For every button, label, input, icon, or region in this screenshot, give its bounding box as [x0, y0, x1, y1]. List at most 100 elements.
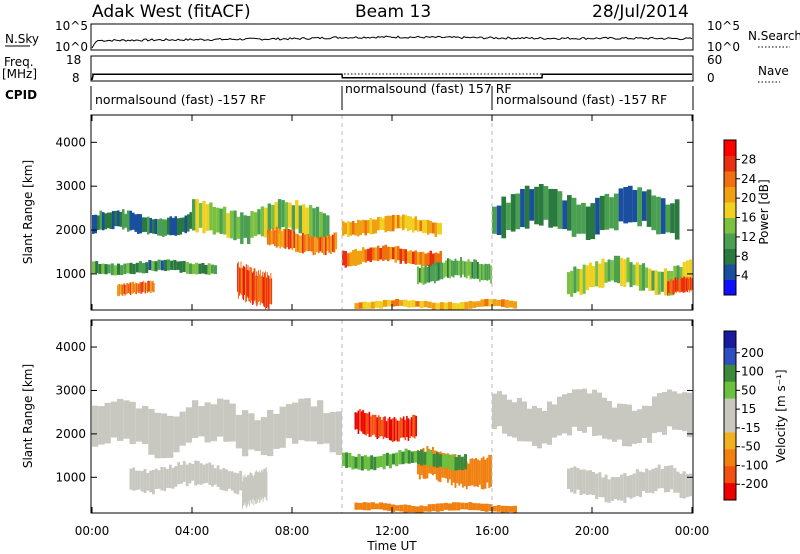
data-cell [537, 408, 542, 449]
data-cell [130, 282, 132, 295]
data-cell [437, 262, 440, 281]
data-cell [142, 281, 144, 292]
data-cell [460, 502, 465, 510]
data-cell [411, 506, 416, 513]
data-cell [482, 264, 485, 281]
data-cell [298, 398, 305, 441]
data-cell [348, 452, 352, 468]
data-cell [331, 234, 334, 252]
data-cell [351, 456, 355, 470]
data-cell [601, 258, 605, 288]
data-cell [680, 276, 682, 293]
data-cell [128, 284, 130, 293]
data-cell [395, 298, 400, 307]
data-cell [140, 282, 142, 294]
data-cell [410, 417, 413, 437]
data-cell [527, 408, 532, 442]
data-cell [480, 299, 485, 307]
data-cell [582, 469, 586, 494]
cpid-segment-2: normalsound (fast) 157 RF [345, 81, 512, 96]
colorbar-tick-label: 24 [741, 172, 756, 186]
data-cell [185, 464, 189, 487]
data-cell [592, 472, 596, 495]
data-cell [157, 219, 160, 236]
data-cell [456, 260, 459, 276]
data-cell [170, 260, 174, 270]
data-cell [362, 247, 365, 262]
data-cell [177, 218, 180, 236]
data-cell [291, 229, 294, 251]
data-cell [212, 207, 216, 235]
data-cell [674, 277, 676, 293]
date-title: 28/Jul/2014 [592, 2, 689, 22]
data-cell [422, 267, 425, 285]
colorbar-tick-label: 16 [741, 211, 756, 225]
data-cell [163, 467, 167, 492]
data-cell [567, 468, 571, 489]
data-cell [488, 299, 493, 307]
freq-series [91, 73, 692, 81]
cpid-label: CPID [5, 88, 37, 102]
data-cell [522, 401, 527, 442]
data-cell [463, 261, 466, 278]
data-cell [648, 470, 652, 493]
data-cell [129, 210, 132, 231]
data-cell [202, 464, 206, 484]
data-cell [240, 261, 242, 295]
data-cell [397, 246, 400, 261]
data-cell [433, 261, 436, 284]
data-cell [496, 205, 502, 235]
data-cell [141, 281, 143, 294]
data-cell [454, 454, 457, 488]
data-cell [645, 468, 649, 493]
data-cell [687, 277, 689, 290]
y-tick-label: 4000 [55, 135, 86, 149]
data-cell [184, 215, 187, 234]
colorbar-swatch [724, 140, 736, 156]
data-cell [679, 473, 683, 498]
data-cell [173, 259, 177, 271]
colorbar-swatch [724, 449, 736, 467]
data-cell [137, 214, 140, 234]
data-cell [469, 261, 472, 280]
data-cell [407, 216, 410, 232]
data-cell [188, 263, 192, 274]
data-cell [417, 252, 420, 265]
data-cell [431, 302, 436, 310]
data-cell [677, 280, 679, 292]
data-cell [635, 262, 639, 286]
data-cell [210, 404, 218, 442]
data-cell [310, 406, 318, 442]
data-cell [387, 418, 389, 439]
data-cell [676, 471, 680, 493]
data-cell [179, 217, 182, 235]
cpid-segment-1: normalsound (fast) -157 RF [95, 92, 266, 107]
data-cell [138, 283, 140, 294]
data-cell [675, 279, 677, 294]
data-cell [401, 418, 403, 438]
data-cell [347, 253, 350, 267]
data-cell [268, 275, 270, 310]
colorbar-swatch [724, 483, 736, 501]
colorbar-swatch [724, 202, 736, 218]
data-cell [478, 460, 481, 485]
data-cell [285, 404, 293, 439]
data-cell [427, 504, 432, 512]
data-cell [374, 301, 379, 308]
data-cell [216, 465, 220, 487]
data-cell [660, 198, 666, 234]
data-cell [255, 275, 257, 304]
y-tick-label: 4000 [55, 340, 86, 354]
data-cell [651, 195, 657, 231]
data-cell [198, 263, 202, 274]
data-cell [595, 261, 599, 287]
data-cell [510, 194, 516, 232]
data-cell [473, 259, 476, 280]
data-cell [159, 218, 162, 236]
data-cell [145, 262, 149, 274]
data-cell [263, 469, 265, 497]
data-cell [432, 222, 435, 234]
data-cell [447, 503, 452, 511]
data-cell [524, 185, 530, 229]
x-tick-label: 00:00 [75, 524, 110, 538]
